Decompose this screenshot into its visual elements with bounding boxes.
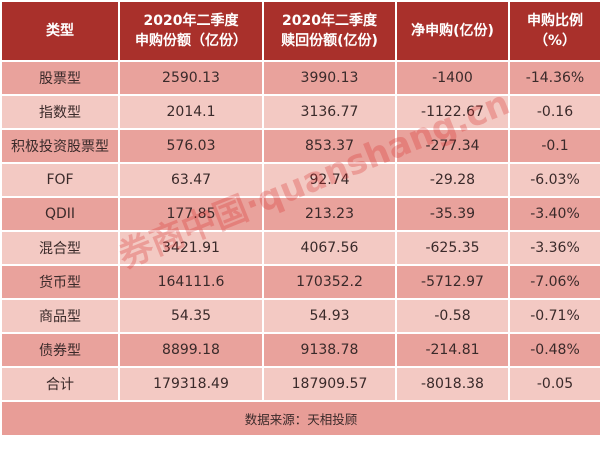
table-cell: -277.34	[395, 128, 510, 164]
table-row: QDII 177.85 213.23 -35.39 -3.40%	[0, 196, 600, 232]
table-cell: 8899.18	[118, 332, 264, 368]
table-row: 混合型 3421.91 4067.56 -625.35 -3.36%	[0, 230, 600, 266]
table-cell: -7.06%	[508, 264, 600, 300]
column-header: 2020年二季度 赎回份额(亿份)	[262, 0, 397, 62]
table-cell: -14.36%	[508, 60, 600, 96]
table-cell: -3.40%	[508, 196, 600, 232]
table-row: 股票型 2590.13 3990.13 -1400 -14.36%	[0, 60, 600, 96]
table-cell: 170352.2	[262, 264, 397, 300]
row-label: 债券型	[0, 332, 120, 368]
table-cell: 177.85	[118, 196, 264, 232]
row-label: QDII	[0, 196, 120, 232]
header-row: 类型 2020年二季度 申购份额（亿份） 2020年二季度 赎回份额(亿份) 净申购(亿份…	[0, 0, 600, 62]
table-cell: -214.81	[395, 332, 510, 368]
table-cell: 9138.78	[262, 332, 397, 368]
row-label: 积极投资股票型	[0, 128, 120, 164]
table-cell: -1400	[395, 60, 510, 96]
table-cell: 3136.77	[262, 94, 397, 130]
table-row: 积极投资股票型 576.03 853.37 -277.34 -0.1	[0, 128, 600, 164]
table-cell: 2590.13	[118, 60, 264, 96]
row-label: 商品型	[0, 298, 120, 334]
table-cell: 164111.6	[118, 264, 264, 300]
data-source-note: 数据来源：天相投顾	[0, 400, 600, 437]
table-cell: -5712.97	[395, 264, 510, 300]
column-header: 净申购(亿份)	[395, 0, 510, 62]
table-cell: -35.39	[395, 196, 510, 232]
table-cell: 54.35	[118, 298, 264, 334]
table-row: 债券型 8899.18 9138.78 -214.81 -0.48%	[0, 332, 600, 368]
table-cell: -0.58	[395, 298, 510, 334]
table-row: 货币型 164111.6 170352.2 -5712.97 -7.06%	[0, 264, 600, 300]
column-header: 申购比例 （%）	[508, 0, 600, 62]
table-cell: 187909.57	[262, 366, 397, 402]
footer-row: 数据来源：天相投顾	[0, 400, 600, 437]
table-cell: 54.93	[262, 298, 397, 334]
table-cell: -0.71%	[508, 298, 600, 334]
table-cell: 2014.1	[118, 94, 264, 130]
row-label: FOF	[0, 162, 120, 198]
table-cell: -6.03%	[508, 162, 600, 198]
table-cell: 4067.56	[262, 230, 397, 266]
table-cell: -625.35	[395, 230, 510, 266]
row-label: 混合型	[0, 230, 120, 266]
table-cell: 3421.91	[118, 230, 264, 266]
table-cell: 63.47	[118, 162, 264, 198]
table-cell: -0.16	[508, 94, 600, 130]
table-cell: -0.1	[508, 128, 600, 164]
table-cell: -29.28	[395, 162, 510, 198]
table-cell: -0.48%	[508, 332, 600, 368]
row-label: 股票型	[0, 60, 120, 96]
table-cell: 179318.49	[118, 366, 264, 402]
table-row: 指数型 2014.1 3136.77 -1122.67 -0.16	[0, 94, 600, 130]
row-label: 货币型	[0, 264, 120, 300]
table-row: 商品型 54.35 54.93 -0.58 -0.71%	[0, 298, 600, 334]
table-cell: -0.05	[508, 366, 600, 402]
table-row: 合计 179318.49 187909.57 -8018.38 -0.05	[0, 366, 600, 402]
table-cell: 92.74	[262, 162, 397, 198]
row-label: 指数型	[0, 94, 120, 130]
table-cell: 213.23	[262, 196, 397, 232]
row-label: 合计	[0, 366, 120, 402]
table-cell: 576.03	[118, 128, 264, 164]
table-cell: 853.37	[262, 128, 397, 164]
table-cell: 3990.13	[262, 60, 397, 96]
column-header: 类型	[0, 0, 120, 62]
table-cell: -1122.67	[395, 94, 510, 130]
table-cell: -3.36%	[508, 230, 600, 266]
column-header: 2020年二季度 申购份额（亿份）	[118, 0, 264, 62]
table-cell: -8018.38	[395, 366, 510, 402]
table-row: FOF 63.47 92.74 -29.28 -6.03%	[0, 162, 600, 198]
fund-subscription-table: 类型 2020年二季度 申购份额（亿份） 2020年二季度 赎回份额(亿份) 净申购(亿份…	[0, 0, 600, 437]
